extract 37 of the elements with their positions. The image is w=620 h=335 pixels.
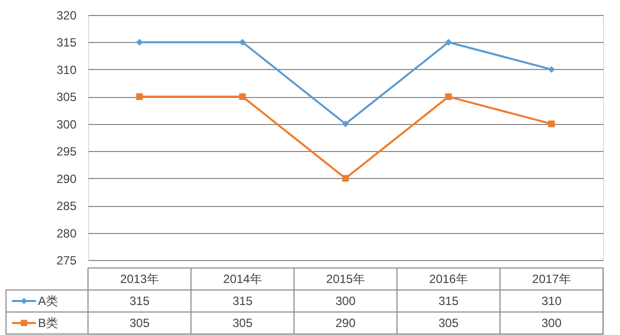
data-label: 300: [335, 294, 356, 308]
point: [342, 174, 349, 182]
y-tick-label: 285: [56, 199, 77, 214]
point: [445, 38, 452, 46]
data-label: 315: [438, 294, 459, 308]
data-label: 305: [232, 316, 253, 330]
y-tick-label: 275: [56, 254, 77, 268]
x-tick-label: 2016年: [429, 272, 468, 286]
x-tick-label: 2015年: [326, 272, 365, 286]
point: [445, 93, 452, 100]
y-tick-label: 320: [56, 8, 77, 22]
x-tick-label: 2017年: [532, 272, 571, 286]
y-tick-label: 290: [56, 172, 77, 186]
y-tick-label: 295: [56, 144, 77, 159]
data-label: 305: [129, 316, 150, 330]
point: [239, 38, 246, 46]
data-label: 300: [541, 316, 562, 330]
x-tick-label: 2014年: [223, 272, 262, 286]
y-tick-label: 310: [56, 62, 77, 77]
y-tick-label: 305: [56, 90, 77, 104]
point: [239, 93, 246, 100]
data-label: 315: [129, 294, 150, 308]
point: [548, 120, 555, 128]
data-label: 310: [541, 294, 562, 308]
point: [136, 93, 143, 100]
data-label: 305: [438, 316, 459, 330]
y-tick-label: 300: [56, 117, 77, 132]
point: [548, 66, 555, 73]
y-tick-label: 280: [56, 226, 77, 240]
data-label: 315: [232, 294, 253, 308]
legend-label: A类: [38, 294, 58, 308]
legend-label: B类: [38, 316, 58, 330]
x-tick-label: 2013年: [120, 272, 159, 286]
y-tick-label: 315: [56, 36, 77, 50]
point: [136, 38, 143, 46]
point: [342, 120, 349, 128]
data-label: 290: [335, 316, 356, 330]
